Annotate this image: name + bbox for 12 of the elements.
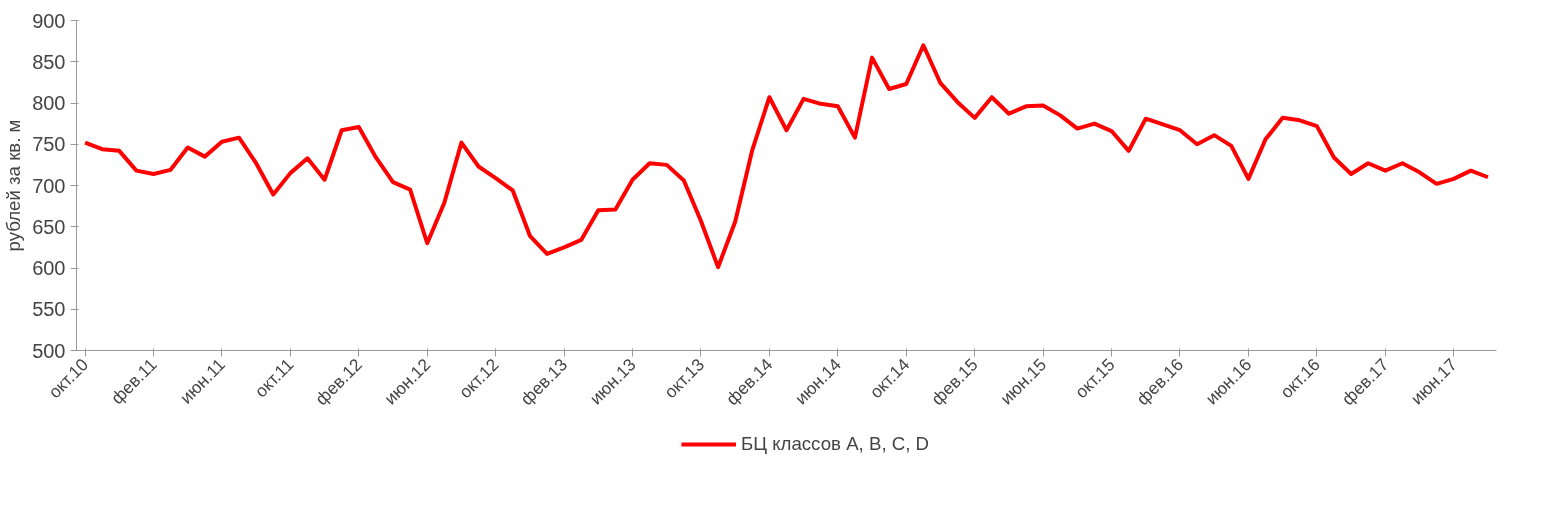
legend-label: БЦ классов A, B, C, D [740,433,930,455]
y-tick-label: 500 [32,339,66,362]
y-tick-label: 700 [32,174,66,197]
y-tick-label: 600 [32,257,66,279]
y-tick-label: 800 [32,92,66,114]
y-tick-label: 750 [32,133,66,156]
y-tick-label: 900 [32,9,66,32]
y-tick-label: 650 [32,215,66,238]
line-series [83,43,1490,270]
y-tick-label: 850 [32,50,66,73]
y-axis-title: рублей за кв. м [3,119,25,252]
y-tick-label: 550 [32,298,66,321]
